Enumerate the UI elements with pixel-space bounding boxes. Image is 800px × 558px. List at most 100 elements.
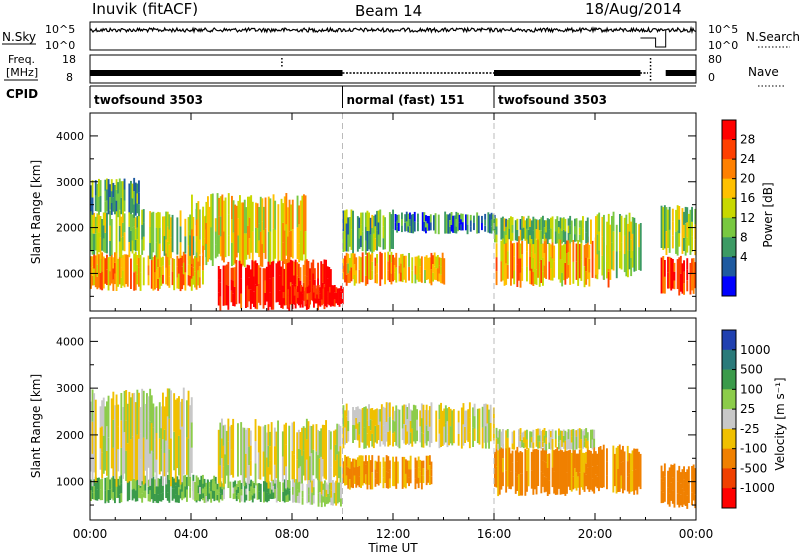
echo-cell: [187, 438, 190, 487]
echo-cell: [123, 178, 126, 190]
echo-cell: [142, 491, 145, 498]
echo-cell: [138, 277, 140, 287]
echo-cell: [615, 224, 618, 252]
power-colorbar-swatch: [722, 276, 736, 297]
echo-cell: [464, 410, 466, 427]
echo-cell: [591, 453, 594, 467]
echo-cell: [104, 438, 107, 471]
echo-cell: [267, 231, 270, 267]
echo-cell: [598, 212, 601, 232]
echo-cell: [235, 495, 238, 502]
velocity-colorbar-frame: [721, 329, 737, 509]
echo-cell: [330, 482, 333, 491]
echo-cell: [425, 470, 428, 486]
echo-cell: [526, 450, 528, 471]
echo-cell: [147, 275, 150, 286]
echo-cell: [317, 262, 319, 279]
echo-cell: [487, 212, 490, 233]
echo-cell: [301, 286, 304, 294]
echo-cell: [489, 423, 492, 442]
echo-cell: [569, 430, 572, 450]
echo-cell: [392, 456, 394, 487]
echo-cell: [545, 226, 548, 233]
echo-cell: [308, 285, 311, 293]
echo-cell: [519, 219, 522, 230]
echo-cell: [130, 210, 132, 231]
echo-cell: [90, 256, 92, 268]
echo-cell: [104, 212, 107, 233]
echo-cell: [553, 471, 556, 494]
echo-cell: [138, 180, 140, 193]
echo-cell: [684, 206, 687, 224]
echo-cell: [335, 292, 338, 298]
echo-cell: [350, 461, 353, 488]
echo-cell: [369, 408, 372, 420]
echo-cell: [323, 259, 326, 285]
echo-cell: [586, 217, 589, 243]
echo-cell: [136, 274, 139, 285]
echo-cell: [546, 468, 549, 482]
echo-cell: [264, 292, 267, 306]
echo-cell: [676, 493, 679, 505]
echo-cell: [438, 273, 441, 282]
echo-cell: [211, 490, 214, 499]
echo-cell: [519, 434, 522, 442]
echo-cell: [207, 196, 209, 262]
echo-cell: [506, 219, 509, 239]
echo-cell: [545, 448, 548, 463]
echo-cell: [374, 469, 377, 479]
echo-cell: [508, 447, 511, 489]
echo-cell: [404, 424, 407, 445]
echo-cell: [173, 478, 176, 489]
echo-cell: [417, 467, 420, 478]
echo-cell: [287, 301, 290, 308]
echo-cell: [163, 216, 166, 237]
echo-cell: [686, 469, 689, 483]
velocity-colorbar-swatch: [722, 330, 736, 351]
echo-cell: [118, 189, 121, 200]
echo-cell: [218, 482, 221, 493]
echo-cell: [546, 454, 549, 468]
echo-cell: [529, 431, 532, 448]
echo-cell: [162, 216, 164, 252]
echo-cell: [572, 429, 575, 451]
echo-cell: [394, 214, 397, 223]
echo-cell: [371, 408, 374, 421]
echo-cell: [202, 488, 205, 494]
echo-cell: [603, 214, 605, 280]
echo-cell: [401, 219, 403, 226]
echo-cell: [302, 264, 305, 283]
echo-cell: [364, 266, 367, 276]
echo-cell: [561, 450, 564, 495]
echo-cell: [136, 239, 139, 251]
echo-cell: [473, 403, 476, 417]
echo-cell: [358, 238, 361, 249]
echo-cell: [141, 224, 144, 240]
echo-cell: [532, 442, 535, 449]
echo-cell: [232, 487, 235, 494]
echo-cell: [91, 197, 94, 215]
echo-cell: [117, 404, 120, 427]
echo-cell: [308, 494, 310, 503]
echo-cell: [118, 241, 121, 258]
echo-cell: [350, 229, 353, 250]
echo-cell: [457, 422, 460, 434]
echo-cell: [122, 407, 124, 479]
echo-cell: [178, 487, 180, 495]
echo-cell: [567, 218, 570, 226]
echo-cell: [400, 263, 402, 273]
echo-cell: [125, 390, 128, 421]
echo-cell: [392, 419, 394, 434]
echo-cell: [91, 421, 94, 454]
echo-cell: [168, 244, 171, 260]
echo-cell: [102, 212, 105, 226]
echo-cell: [619, 232, 621, 251]
echo-cell: [246, 286, 249, 308]
echo-cell: [313, 268, 316, 280]
echo-cell: [296, 227, 299, 259]
echo-cell: [384, 407, 386, 421]
echo-cell: [91, 266, 94, 276]
echo-cell: [258, 483, 261, 492]
echo-cell: [248, 196, 251, 218]
